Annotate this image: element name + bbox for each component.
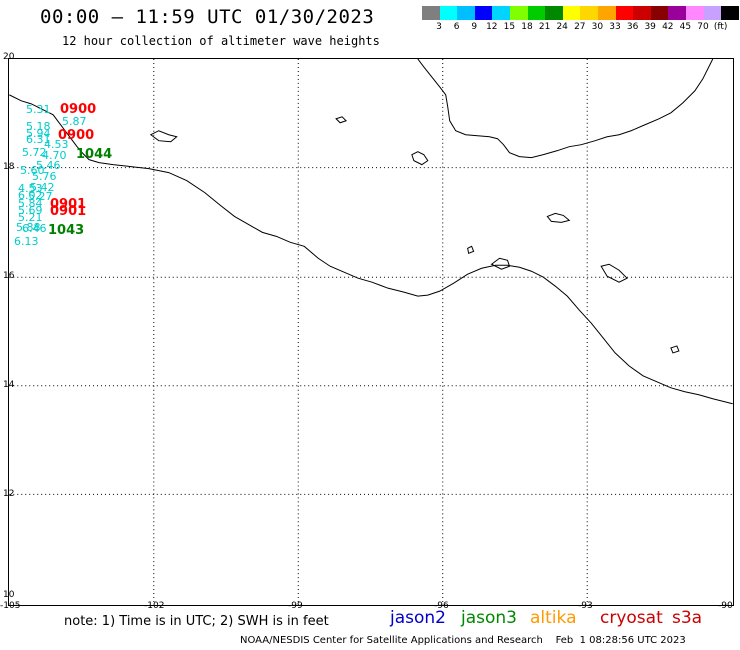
- page-title: 00:00 — 11:59 UTC 01/30/2023: [40, 6, 375, 28]
- wave-height-label: 6.46: [22, 222, 47, 235]
- map-frame: [8, 58, 734, 606]
- pass-time-label: 0900: [58, 128, 95, 143]
- color-scale-label: 33: [609, 22, 621, 32]
- lat-lon-grid: [9, 59, 733, 605]
- color-swatch: [439, 6, 458, 20]
- lon-tick-label: -102: [144, 601, 165, 611]
- color-scale-label: 15: [503, 22, 516, 32]
- color-swatch: [474, 6, 493, 20]
- lon-tick-label: -90: [718, 601, 733, 611]
- island: [411, 151, 429, 166]
- wave-height-label: 5.84: [18, 197, 43, 210]
- page-subtitle: 12 hour collection of altimeter wave hei…: [62, 34, 380, 48]
- wave-height-label: 5.72: [22, 146, 47, 159]
- wave-height-label: 5.94: [26, 127, 51, 140]
- color-scale-label: 21: [538, 22, 551, 32]
- color-swatch: [668, 6, 686, 20]
- wave-height-label: 6.02: [18, 189, 43, 202]
- color-swatch: [545, 6, 563, 20]
- wave-height-label: 5.42: [30, 181, 55, 194]
- color-scale-label: 24: [556, 22, 568, 32]
- lon-tick-label: -93: [578, 601, 593, 611]
- color-scale-label: 3: [436, 22, 442, 32]
- island: [670, 345, 680, 354]
- pass-time-label: 0901: [50, 197, 87, 212]
- color-scale-label: 6: [453, 22, 460, 32]
- color-swatch: [509, 6, 528, 20]
- lat-tick-label: 14: [3, 380, 15, 390]
- lat-tick-label: 18: [3, 162, 15, 172]
- color-scale-label: 42: [662, 22, 674, 32]
- pass-time-label: 0901: [50, 204, 87, 219]
- wave-height-label: 5.76: [32, 170, 57, 183]
- color-swatch: [597, 6, 616, 20]
- legend-item-altika: altika: [530, 608, 577, 628]
- islands: [149, 116, 680, 354]
- legend-item-s3a: s3a: [672, 608, 703, 628]
- wave-height-label: 4.70: [42, 149, 67, 162]
- color-scale-label: 9: [471, 22, 478, 32]
- lon-tick-label: -96: [434, 601, 449, 611]
- legend-item-cryosat: cryosat: [600, 608, 663, 628]
- color-scale-label: 70: [697, 22, 709, 32]
- color-scale-label: 39: [644, 22, 656, 32]
- color-scale-label: (ft): [713, 22, 728, 32]
- island: [149, 130, 178, 143]
- lat-tick-label: 12: [3, 489, 15, 499]
- color-scale-label: 27: [574, 22, 586, 32]
- color-scale-label: 30: [591, 22, 604, 32]
- island: [490, 257, 511, 270]
- color-swatch: [703, 6, 722, 20]
- credit-line: NOAA/NESDIS Center for Satellite Applica…: [240, 635, 686, 646]
- color-swatch: [721, 6, 739, 20]
- color-swatch: [650, 6, 669, 20]
- color-swatch: [492, 6, 510, 20]
- island: [467, 245, 475, 254]
- lat-tick-label: 20: [3, 52, 15, 62]
- pass-time-label: 1043: [48, 223, 85, 238]
- color-swatch: [527, 6, 546, 20]
- legend-item-jason3: jason3: [461, 608, 517, 628]
- wave-height-label: 5.60: [20, 164, 45, 177]
- wave-height-label: 6.13: [14, 235, 39, 248]
- footnote: note: 1) Time is in UTC; 2) SWH is in fe…: [64, 614, 329, 629]
- color-scale-label: 18: [521, 22, 533, 32]
- legend-item-jason2: jason2: [390, 608, 446, 628]
- coastline: [9, 59, 733, 405]
- wave-height-label: 5.87: [62, 115, 87, 128]
- lon-tick-label: -105: [0, 601, 21, 611]
- color-swatch: [422, 6, 440, 20]
- color-scale-label: 36: [626, 22, 639, 32]
- color-swatch: [685, 6, 704, 20]
- color-swatch: [633, 6, 651, 20]
- lat-tick-label: 16: [3, 271, 15, 281]
- color-scale-label: 45: [679, 22, 692, 32]
- wave-height-label: 5.31: [26, 103, 51, 116]
- pacific-coastline: [9, 94, 733, 405]
- color-scale-bar: [422, 6, 739, 20]
- lon-tick-label: -99: [288, 601, 303, 611]
- wave-height-label: 5.18: [26, 120, 51, 133]
- color-swatch: [615, 6, 634, 20]
- pass-time-label: 1044: [76, 147, 113, 162]
- wave-height-label: 5.88: [16, 221, 41, 234]
- color-scale-label: 12: [486, 22, 498, 32]
- island: [546, 212, 571, 223]
- color-swatch: [562, 6, 581, 20]
- gulf-coastline: [417, 59, 714, 159]
- wave-height-label: 5.46: [36, 159, 61, 172]
- color-swatch: [457, 6, 475, 20]
- wave-height-label: 5.69: [18, 204, 43, 217]
- wave-height-label: 6.31: [26, 133, 51, 146]
- wave-height-label: 4.53: [18, 182, 43, 195]
- wave-height-label: 5.21: [18, 211, 43, 224]
- island: [600, 263, 628, 283]
- wave-height-label: 4.53: [44, 138, 69, 151]
- pass-time-label: 0900: [60, 102, 97, 117]
- island: [335, 116, 348, 124]
- wave-height-label: 5.27: [28, 190, 53, 203]
- color-swatch: [580, 6, 598, 20]
- lat-tick-label: 10: [3, 590, 15, 600]
